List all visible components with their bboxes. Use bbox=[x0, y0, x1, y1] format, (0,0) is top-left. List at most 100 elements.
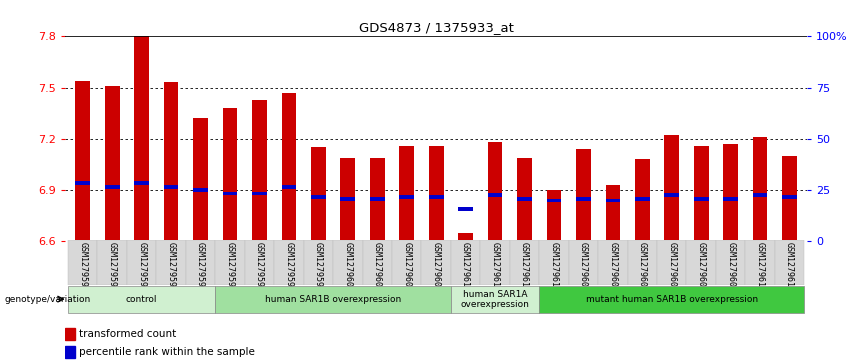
Bar bbox=[539, 240, 569, 285]
Text: GSM1279606: GSM1279606 bbox=[638, 242, 647, 292]
Bar bbox=[164, 82, 179, 241]
Text: GSM1279596: GSM1279596 bbox=[226, 242, 234, 292]
Text: GSM1279612: GSM1279612 bbox=[461, 242, 470, 292]
Bar bbox=[635, 197, 649, 200]
Bar bbox=[186, 240, 215, 285]
Bar bbox=[480, 240, 510, 285]
Bar bbox=[105, 185, 120, 188]
Text: GSM1279601: GSM1279601 bbox=[372, 242, 382, 292]
Text: GSM1279595: GSM1279595 bbox=[196, 242, 205, 292]
Bar bbox=[775, 240, 805, 285]
Bar bbox=[687, 240, 716, 285]
Bar bbox=[429, 195, 444, 199]
Text: GSM1279611: GSM1279611 bbox=[785, 242, 794, 292]
Text: GSM1279591: GSM1279591 bbox=[78, 242, 88, 292]
Bar bbox=[340, 197, 355, 200]
Bar bbox=[215, 286, 450, 313]
Bar bbox=[194, 188, 208, 192]
Bar bbox=[252, 99, 266, 241]
Bar bbox=[135, 34, 149, 241]
Bar bbox=[753, 137, 767, 241]
Text: transformed count: transformed count bbox=[79, 329, 176, 339]
Bar bbox=[97, 240, 127, 285]
Bar bbox=[333, 240, 363, 285]
Bar bbox=[694, 197, 708, 200]
Bar bbox=[723, 144, 738, 241]
Bar bbox=[723, 197, 738, 200]
Text: GSM1279593: GSM1279593 bbox=[137, 242, 146, 292]
Bar bbox=[370, 158, 385, 241]
Bar bbox=[694, 146, 708, 241]
Bar bbox=[76, 182, 90, 185]
Text: GSM1279602: GSM1279602 bbox=[402, 242, 411, 292]
Bar bbox=[576, 197, 591, 200]
Bar bbox=[635, 159, 649, 241]
Bar bbox=[782, 195, 797, 199]
Text: GSM1279610: GSM1279610 bbox=[756, 242, 765, 292]
Bar bbox=[223, 192, 237, 195]
Bar bbox=[215, 240, 245, 285]
Text: GSM1279614: GSM1279614 bbox=[520, 242, 529, 292]
Bar bbox=[399, 195, 414, 199]
Bar bbox=[340, 158, 355, 241]
Text: GSM1279594: GSM1279594 bbox=[167, 242, 175, 292]
Bar bbox=[164, 185, 179, 188]
Bar bbox=[517, 197, 532, 200]
Bar bbox=[68, 240, 97, 285]
Text: GSM1279605: GSM1279605 bbox=[608, 242, 617, 292]
Bar bbox=[392, 240, 422, 285]
Title: GDS4873 / 1375933_at: GDS4873 / 1375933_at bbox=[358, 21, 514, 34]
Bar bbox=[281, 185, 296, 188]
Bar bbox=[399, 146, 414, 241]
Text: GSM1279607: GSM1279607 bbox=[667, 242, 676, 292]
Bar bbox=[281, 93, 296, 241]
Bar bbox=[274, 240, 304, 285]
Bar bbox=[65, 328, 75, 340]
Text: GSM1279603: GSM1279603 bbox=[431, 242, 441, 292]
Bar bbox=[304, 240, 333, 285]
Bar bbox=[76, 81, 90, 241]
Bar bbox=[245, 240, 274, 285]
Bar bbox=[606, 185, 621, 241]
Text: GSM1279600: GSM1279600 bbox=[344, 242, 352, 292]
Text: GSM1279592: GSM1279592 bbox=[108, 242, 116, 292]
Bar bbox=[488, 142, 503, 241]
Text: GSM1279608: GSM1279608 bbox=[697, 242, 706, 292]
Bar bbox=[252, 192, 266, 195]
Bar bbox=[547, 199, 562, 202]
Text: percentile rank within the sample: percentile rank within the sample bbox=[79, 347, 255, 357]
Bar bbox=[569, 240, 598, 285]
Text: GSM1279613: GSM1279613 bbox=[490, 242, 500, 292]
Text: GSM1279609: GSM1279609 bbox=[727, 242, 735, 292]
Bar bbox=[657, 240, 687, 285]
Bar bbox=[65, 346, 75, 358]
Bar bbox=[450, 286, 539, 313]
Bar bbox=[547, 190, 562, 241]
Bar bbox=[370, 197, 385, 200]
Text: mutant human SAR1B overexpression: mutant human SAR1B overexpression bbox=[586, 295, 758, 304]
Bar bbox=[363, 240, 392, 285]
Text: GSM1279599: GSM1279599 bbox=[314, 242, 323, 292]
Bar bbox=[753, 193, 767, 197]
Bar bbox=[311, 195, 326, 199]
Bar bbox=[746, 240, 775, 285]
Bar bbox=[105, 86, 120, 241]
Bar bbox=[458, 207, 473, 211]
Text: human SAR1A
overexpression: human SAR1A overexpression bbox=[461, 290, 529, 309]
Text: control: control bbox=[126, 295, 157, 304]
Bar bbox=[598, 240, 628, 285]
Bar bbox=[664, 135, 679, 241]
Text: genotype/variation: genotype/variation bbox=[4, 295, 90, 304]
Bar bbox=[458, 233, 473, 241]
Text: GSM1279604: GSM1279604 bbox=[579, 242, 588, 292]
Bar bbox=[68, 286, 215, 313]
Text: GSM1279598: GSM1279598 bbox=[285, 242, 293, 292]
Bar bbox=[576, 149, 591, 241]
Bar bbox=[450, 240, 480, 285]
Bar bbox=[488, 193, 503, 197]
Bar bbox=[135, 182, 149, 185]
Bar bbox=[311, 147, 326, 241]
Bar bbox=[127, 240, 156, 285]
Bar bbox=[510, 240, 539, 285]
Bar bbox=[422, 240, 450, 285]
